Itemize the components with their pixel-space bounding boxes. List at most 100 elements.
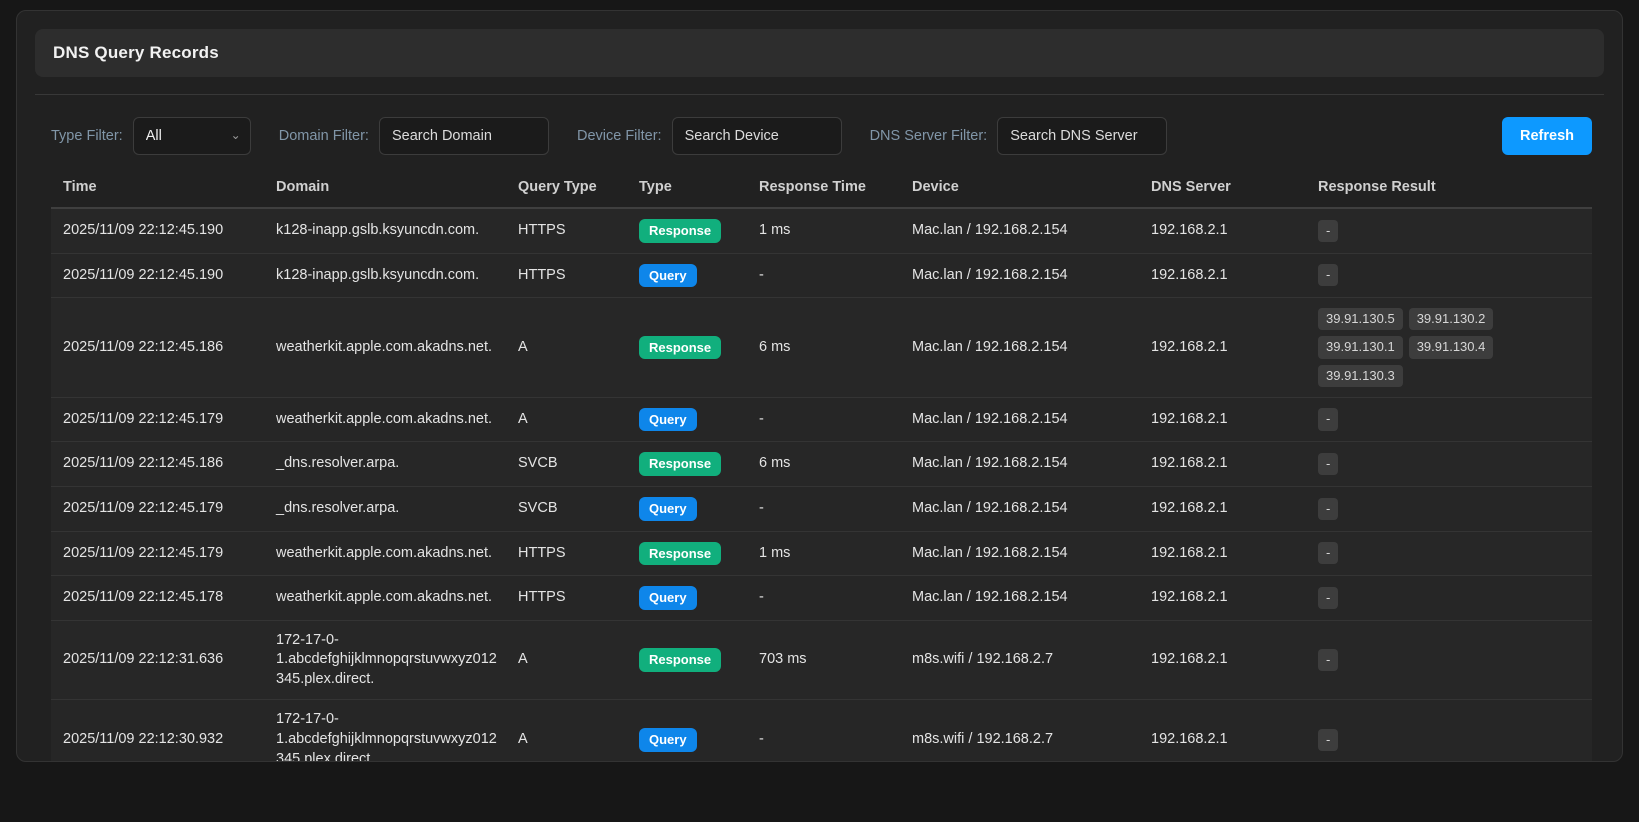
cell-type: Response bbox=[627, 208, 747, 254]
response-result-pills: - bbox=[1318, 542, 1548, 565]
response-result-pills: - bbox=[1318, 728, 1548, 751]
cell-device: Mac.lan / 192.168.2.154 bbox=[900, 486, 1139, 532]
col-header-response-result: Response Result bbox=[1306, 169, 1592, 209]
result-pill: - bbox=[1318, 264, 1339, 287]
cell-response-time: 6 ms bbox=[747, 441, 900, 487]
cell-time: 2025/11/09 22:12:45.178 bbox=[51, 575, 264, 621]
result-pill: - bbox=[1318, 453, 1339, 476]
cell-domain: weatherkit.apple.com.akadns.net. bbox=[264, 397, 506, 443]
cell-domain: k128-inapp.gslb.ksyuncdn.com. bbox=[264, 208, 506, 254]
cell-response-result: - bbox=[1306, 441, 1592, 487]
response-badge: Response bbox=[639, 541, 722, 566]
result-pill: - bbox=[1318, 542, 1339, 565]
cell-response-result: - bbox=[1306, 620, 1592, 701]
table-row: 2025/11/09 22:12:45.179 weatherkit.apple.… bbox=[51, 531, 1592, 577]
result-pill: - bbox=[1318, 648, 1339, 672]
result-pill: - bbox=[1318, 408, 1339, 431]
table-row: 2025/11/09 22:12:45.190 k128-inapp.gslb.k… bbox=[51, 253, 1592, 299]
cell-response-time: 1 ms bbox=[747, 208, 900, 254]
query-badge: Query bbox=[639, 263, 697, 288]
table-row: 2025/11/09 22:12:45.179 weatherkit.apple.… bbox=[51, 397, 1592, 443]
device-filter-input[interactable] bbox=[671, 117, 842, 155]
cell-time: 2025/11/09 22:12:45.179 bbox=[51, 397, 264, 443]
filter-toolbar: Type Filter: All ⌄ Domain Filter: Device… bbox=[17, 95, 1622, 165]
table-header-row: Time Domain Query Type Type Response Tim… bbox=[51, 169, 1592, 209]
result-pill: 39.91.130.1 bbox=[1318, 336, 1403, 359]
refresh-button[interactable]: Refresh bbox=[1502, 117, 1592, 155]
cell-time: 2025/11/09 22:12:45.179 bbox=[51, 531, 264, 577]
cell-query-type: HTTPS bbox=[506, 575, 627, 621]
table-row: 2025/11/09 22:12:30.932 172-17-0-1.abcdef… bbox=[51, 699, 1592, 761]
response-badge: Response bbox=[639, 219, 722, 243]
cell-device: m8s.wifi / 192.168.2.7 bbox=[900, 699, 1139, 761]
dns-server-filter-input[interactable] bbox=[997, 117, 1168, 155]
cell-time: 2025/11/09 22:12:45.186 bbox=[51, 441, 264, 487]
cell-response-result: 39.91.130.5 39.91.130.2 39.91.130.1 39.91.1… bbox=[1306, 297, 1592, 398]
cell-response-time: 6 ms bbox=[747, 297, 900, 398]
cell-query-type: SVCB bbox=[506, 486, 627, 532]
query-badge: Query bbox=[639, 407, 697, 432]
response-result-pills: - bbox=[1318, 497, 1548, 520]
cell-query-type: HTTPS bbox=[506, 531, 627, 577]
domain-filter-input[interactable] bbox=[378, 117, 549, 155]
response-badge: Response bbox=[639, 452, 722, 476]
device-filter-label: Device Filter: bbox=[576, 128, 662, 144]
cell-type: Query bbox=[627, 486, 747, 532]
cell-query-type: A bbox=[506, 397, 627, 443]
table-row: 2025/11/09 22:12:31.636 172-17-0-1.abcdef… bbox=[51, 620, 1592, 701]
cell-device: Mac.lan / 192.168.2.154 bbox=[900, 531, 1139, 577]
table-row: 2025/11/09 22:12:45.190 k128-inapp.gslb.k… bbox=[51, 208, 1592, 254]
response-result-pills: - bbox=[1318, 453, 1548, 476]
cell-dns-server: 192.168.2.1 bbox=[1139, 253, 1306, 299]
cell-device: Mac.lan / 192.168.2.154 bbox=[900, 297, 1139, 398]
records-table: Time Domain Query Type Type Response Tim… bbox=[51, 169, 1592, 761]
cell-device: Mac.lan / 192.168.2.154 bbox=[900, 397, 1139, 443]
cell-response-result: - bbox=[1306, 699, 1592, 761]
cell-dns-server: 192.168.2.1 bbox=[1139, 531, 1306, 577]
panel-header: DNS Query Records bbox=[17, 11, 1622, 95]
cell-time: 2025/11/09 22:12:45.186 bbox=[51, 297, 264, 398]
response-result-pills: - bbox=[1318, 648, 1548, 672]
result-pill: - bbox=[1318, 497, 1339, 520]
cell-query-type: HTTPS bbox=[506, 208, 627, 254]
cell-domain: _dns.resolver.arpa. bbox=[264, 441, 506, 487]
table-row: 2025/11/09 22:12:45.178 weatherkit.apple.… bbox=[51, 575, 1592, 621]
result-pill: - bbox=[1318, 586, 1339, 610]
cell-dns-server: 192.168.2.1 bbox=[1139, 575, 1306, 621]
type-filter-select-wrap: All ⌄ bbox=[132, 117, 251, 155]
cell-time: 2025/11/09 22:12:45.190 bbox=[51, 253, 264, 299]
cell-type: Query bbox=[627, 253, 747, 299]
result-pill: 39.91.130.3 bbox=[1318, 364, 1403, 387]
col-header-query-type: Query Type bbox=[506, 169, 627, 209]
cell-device: Mac.lan / 192.168.2.154 bbox=[900, 253, 1139, 299]
query-badge: Query bbox=[639, 496, 697, 521]
page-title: DNS Query Records bbox=[53, 43, 219, 62]
cell-time: 2025/11/09 22:12:31.636 bbox=[51, 620, 264, 701]
cell-device: Mac.lan / 192.168.2.154 bbox=[900, 575, 1139, 621]
type-filter-select[interactable]: All bbox=[132, 117, 251, 155]
cell-response-time: - bbox=[747, 699, 900, 761]
cell-domain: 172-17-0-1.abcdefghijklmnopqrstuvwxyz012… bbox=[264, 620, 506, 701]
result-pill: 39.91.130.2 bbox=[1408, 308, 1494, 331]
response-result-pills: - bbox=[1318, 586, 1548, 610]
query-badge: Query bbox=[639, 727, 697, 752]
result-pill: 39.91.130.5 bbox=[1318, 308, 1403, 331]
cell-response-result: - bbox=[1306, 486, 1592, 532]
cell-response-result: - bbox=[1306, 253, 1592, 299]
col-header-response-time: Response Time bbox=[747, 169, 900, 209]
cell-device: m8s.wifi / 192.168.2.7 bbox=[900, 620, 1139, 701]
cell-dns-server: 192.168.2.1 bbox=[1139, 441, 1306, 487]
response-result-pills: - bbox=[1318, 408, 1548, 431]
cell-domain: k128-inapp.gslb.ksyuncdn.com. bbox=[264, 253, 506, 299]
col-header-device: Device bbox=[900, 169, 1139, 209]
cell-time: 2025/11/09 22:12:30.932 bbox=[51, 699, 264, 761]
cell-type: Response bbox=[627, 620, 747, 701]
cell-type: Query bbox=[627, 699, 747, 761]
cell-query-type: SVCB bbox=[506, 441, 627, 487]
cell-response-time: - bbox=[747, 253, 900, 299]
cell-time: 2025/11/09 22:12:45.190 bbox=[51, 208, 264, 254]
cell-query-type: A bbox=[506, 620, 627, 701]
response-result-pills: - bbox=[1318, 219, 1548, 242]
cell-response-result: - bbox=[1306, 397, 1592, 443]
cell-type: Response bbox=[627, 441, 747, 487]
